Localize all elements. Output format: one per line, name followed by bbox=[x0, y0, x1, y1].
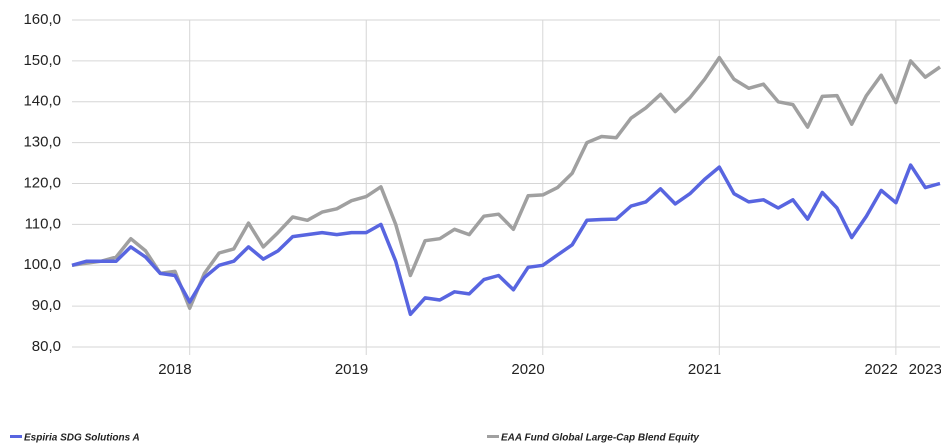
y-tick-label: 130,0 bbox=[23, 134, 61, 151]
x-tick-label: 2019 bbox=[335, 361, 368, 378]
x-tick-label: 2023 bbox=[909, 361, 941, 378]
y-tick-label: 90,0 bbox=[32, 297, 61, 314]
y-tick-label: 100,0 bbox=[23, 256, 61, 273]
y-tick-label: 110,0 bbox=[25, 215, 61, 232]
x-tick-label: 2022 bbox=[864, 361, 897, 378]
x-tick-label: 2018 bbox=[158, 361, 191, 378]
y-tick-label: 140,0 bbox=[23, 93, 61, 110]
series-line bbox=[71, 163, 941, 317]
x-tick-label: 2020 bbox=[511, 361, 544, 378]
y-tick-label: 120,0 bbox=[23, 174, 61, 191]
y-tick-label: 80,0 bbox=[32, 338, 61, 355]
legend-label: EAA Fund Global Large-Cap Blend Equity bbox=[501, 433, 699, 444]
legend-swatch bbox=[10, 435, 22, 438]
x-tick-label: 2021 bbox=[688, 361, 721, 378]
legend-label: Espiria SDG Solutions A bbox=[24, 433, 140, 444]
y-tick-label: 160,0 bbox=[23, 11, 61, 28]
series-line bbox=[71, 55, 941, 310]
legend-swatch bbox=[487, 435, 499, 438]
y-tick-label: 150,0 bbox=[23, 52, 61, 69]
